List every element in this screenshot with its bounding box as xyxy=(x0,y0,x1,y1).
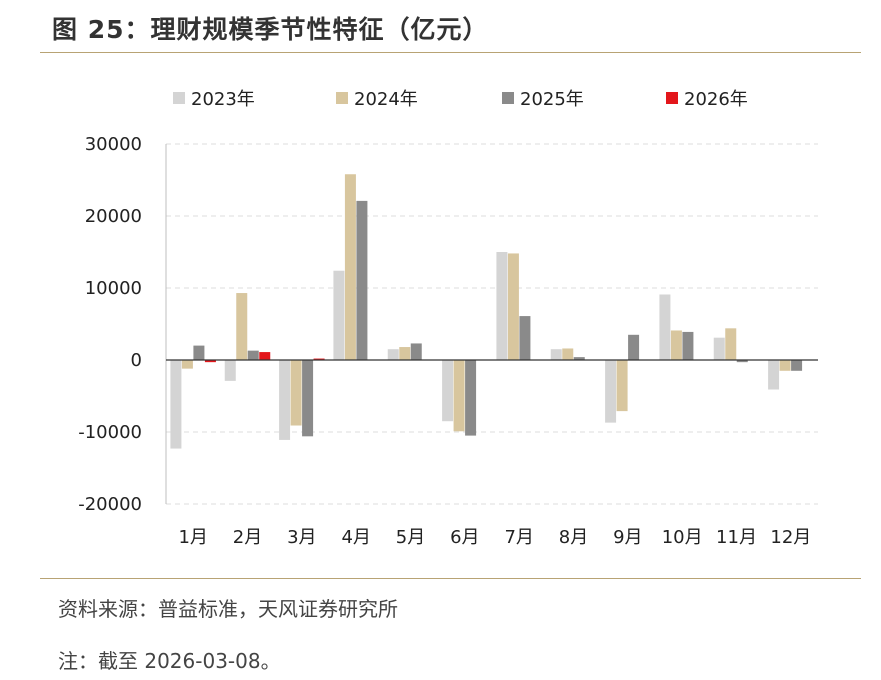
x-tick-label: 6月 xyxy=(450,527,479,548)
legend-label: 2024年 xyxy=(354,89,418,110)
figure-title: 图 25：理财规模季节性特征（亿元） xyxy=(52,15,489,44)
bar xyxy=(333,270,345,360)
bar xyxy=(550,349,562,360)
y-tick-label: -10000 xyxy=(78,422,142,443)
legend-item: 2024年 xyxy=(336,86,418,110)
bar xyxy=(356,200,368,360)
bar xyxy=(779,360,791,371)
legend-swatch xyxy=(336,92,348,104)
legend-label: 2023年 xyxy=(191,89,255,110)
legend-swatch xyxy=(666,92,678,104)
bar xyxy=(453,360,465,432)
bar xyxy=(573,357,585,360)
x-tick-label: 7月 xyxy=(504,527,533,548)
x-tick-label: 1月 xyxy=(178,527,207,548)
x-tick-label: 4月 xyxy=(341,527,370,548)
x-tick-label: 10月 xyxy=(662,527,703,548)
x-tick-label: 2月 xyxy=(233,527,262,548)
bar xyxy=(605,360,617,423)
bar xyxy=(659,294,671,360)
legend-label: 2026年 xyxy=(684,89,748,110)
legend-item: 2023年 xyxy=(173,86,255,110)
y-tick-label: 0 xyxy=(131,350,142,371)
bar xyxy=(224,360,236,381)
bar xyxy=(725,328,737,360)
legend-label: 2025年 xyxy=(520,89,584,110)
bar xyxy=(313,358,325,360)
source-note: 资料来源：普益标准，天风证券研究所 xyxy=(58,597,398,621)
bar xyxy=(181,360,193,369)
bar xyxy=(465,360,477,436)
bar xyxy=(410,343,422,360)
bar xyxy=(236,293,248,360)
bar xyxy=(387,349,399,360)
x-tick-label: 5月 xyxy=(396,527,425,548)
top-rule xyxy=(40,52,861,53)
legend-item: 2025年 xyxy=(502,86,584,110)
bar xyxy=(193,345,205,360)
bar xyxy=(496,252,508,360)
bar xyxy=(442,360,454,422)
y-tick-label: 20000 xyxy=(85,206,142,227)
bottom-rule xyxy=(40,578,861,579)
bar xyxy=(519,316,531,360)
bar xyxy=(302,360,314,437)
legend-item: 2026年 xyxy=(666,86,748,110)
x-tick-label: 12月 xyxy=(770,527,811,548)
x-tick-label: 9月 xyxy=(613,527,642,548)
bar xyxy=(170,360,182,449)
bar xyxy=(259,352,271,360)
bar xyxy=(628,334,640,360)
bar xyxy=(616,360,628,412)
bar xyxy=(247,350,259,360)
bar xyxy=(791,360,803,371)
bar xyxy=(507,253,519,360)
date-note: 注：截至 2026-03-08。 xyxy=(58,649,281,673)
bar xyxy=(670,330,682,360)
bar xyxy=(682,331,694,360)
bar xyxy=(562,348,574,360)
bar xyxy=(344,174,356,360)
bar xyxy=(399,347,411,360)
legend-swatch xyxy=(502,92,514,104)
y-tick-label: 30000 xyxy=(85,134,142,155)
y-tick-label: -20000 xyxy=(78,494,142,515)
x-tick-label: 3月 xyxy=(287,527,316,548)
x-tick-label: 11月 xyxy=(716,527,757,548)
bar xyxy=(204,360,216,363)
bar xyxy=(736,360,748,363)
bar xyxy=(713,337,725,360)
x-tick-label: 8月 xyxy=(559,527,588,548)
bar xyxy=(768,360,780,390)
y-tick-label: 10000 xyxy=(85,278,142,299)
legend-swatch xyxy=(173,92,185,104)
bar xyxy=(290,360,302,426)
bar xyxy=(279,360,291,440)
